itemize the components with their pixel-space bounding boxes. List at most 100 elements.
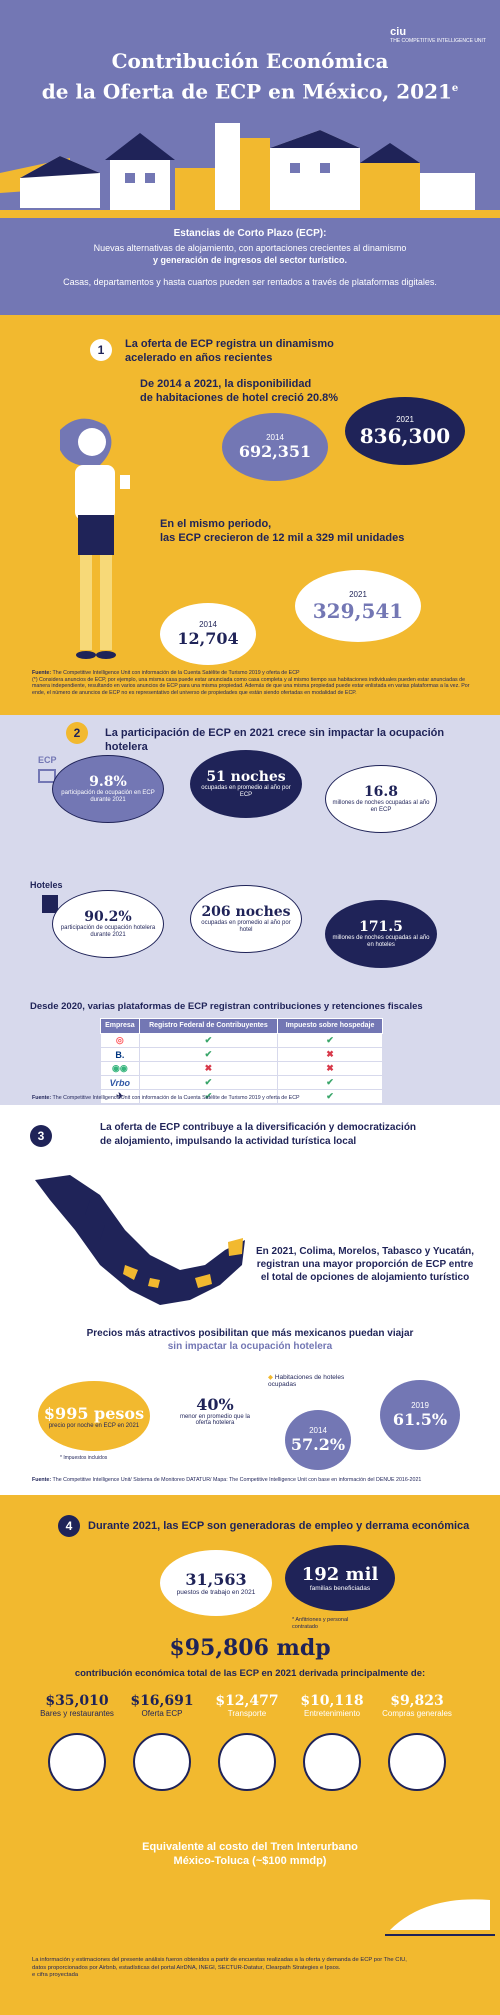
- building-icon: [42, 895, 58, 913]
- jobs-value: 31,563: [185, 1570, 247, 1589]
- woman-illustration: [60, 418, 130, 659]
- source-label: Fuente:: [32, 670, 52, 676]
- section-2: 2 La participación de ECP en 2021 crece …: [0, 715, 500, 1105]
- shopping-bag-icon: [388, 1733, 446, 1791]
- hotel-growth-text: De 2014 a 2021, la disponibilidad de hab…: [140, 377, 400, 405]
- col-empresa: Empresa: [100, 1018, 140, 1034]
- table-row: B. ✔ ✖: [100, 1047, 383, 1062]
- table-row: ◉◉ ✖ ✖: [100, 1061, 383, 1076]
- category-value: $35,010: [45, 1693, 109, 1709]
- section-title: La oferta de ECP contribuye a la diversi…: [100, 1121, 480, 1149]
- ecp-growth-line-1: En el mismo periodo,: [160, 518, 272, 530]
- year-label: 2021: [349, 589, 367, 599]
- category-1: $35,010 Bares y restaurantes: [32, 1693, 122, 1718]
- price-note: * Impuestos incluidos: [60, 1455, 108, 1461]
- year-label: 2014: [266, 433, 284, 442]
- families-pill: 192 mil familias beneficiadas: [285, 1545, 395, 1611]
- total-desc: contribución económica total de las ECP …: [74, 1668, 426, 1679]
- category-4: $10,118 Entretenimiento: [287, 1693, 377, 1718]
- footer-line-1: La información y estimaciones del presen…: [32, 1957, 407, 1963]
- imp-cell: ✔: [277, 1033, 383, 1048]
- category-value: $9,823: [390, 1693, 444, 1709]
- states-text: En 2021, Colima, Morelos, Tabasco y Yuca…: [250, 1245, 480, 1284]
- states-line-2: registran una mayor proporción de ECP en…: [256, 1259, 474, 1270]
- source-note: (*) Considera anuncios de ECP, por ejemp…: [32, 676, 470, 696]
- jobs-pill: 31,563 puestos de trabajo en 2021: [160, 1550, 272, 1616]
- category-value: $10,118: [300, 1693, 364, 1709]
- ecp-2014-value: 12,704: [177, 629, 239, 648]
- hotel-label: Hoteles: [30, 880, 63, 890]
- section-1-source: Fuente: The Competitive Intelligence Uni…: [32, 670, 472, 696]
- platforms-table: Empresa Registro Federal de Contribuyent…: [100, 1018, 383, 1104]
- ecp-stat-3: 16.8 millones de noches ocupadas al año …: [325, 765, 437, 833]
- occupancy-2019-value: 61.5%: [392, 1410, 448, 1429]
- table-row: Vrbo ✔ ✔: [100, 1075, 383, 1090]
- source-text: The Competitive Intelligence Unit con in…: [52, 1095, 300, 1101]
- section-number: 2: [66, 722, 88, 744]
- ecp-2021-value: 329,541: [312, 598, 404, 623]
- page-title: Contribución Económica de la Oferta de E…: [0, 48, 500, 106]
- col-impuesto: Impuesto sobre hospedaje: [277, 1018, 383, 1034]
- section-number: 1: [90, 339, 112, 361]
- stat-desc: participación de ocupación en ECP durant…: [61, 789, 155, 803]
- imp-cell: ✔: [277, 1075, 383, 1090]
- price-value: $995 pesos: [43, 1403, 145, 1423]
- jobs-desc: puestos de trabajo en 2021: [176, 1589, 256, 1596]
- families-desc: familias beneficiadas: [309, 1585, 371, 1592]
- section-title: La participación de ECP en 2021 crece si…: [105, 727, 445, 753]
- source-text: The Competitive Intelligence Unit con in…: [52, 670, 300, 676]
- hotel-stat-2: 206 noches ocupadas en promedio al año p…: [190, 885, 302, 953]
- stat-value: 9.8%: [89, 773, 127, 790]
- table-title: Desde 2020, varias plataformas de ECP re…: [30, 1001, 423, 1012]
- year-label: 2014: [199, 620, 217, 629]
- occupancy-2019-pill: 2019 61.5%: [380, 1380, 460, 1450]
- title-sup: e: [451, 83, 459, 94]
- imp-cell: ✖: [277, 1047, 383, 1062]
- section-1: 1 La oferta de ECP registra un dinamismo…: [0, 315, 500, 715]
- train-text: Equivalente al costo del Tren Interurban…: [60, 1840, 440, 1868]
- source-label: Fuente:: [32, 1477, 52, 1483]
- families-value: 192 mil: [301, 1564, 379, 1585]
- section-title: La oferta de ECP registra un dinamismo a…: [125, 337, 425, 365]
- restaurant-icon: [48, 1733, 106, 1791]
- hotel-2014-value: 692,351: [238, 442, 312, 461]
- hotel-growth-line-2: de habitaciones de hotel creció 20.8%: [140, 392, 339, 404]
- intro-heading: Estancias de Corto Plazo (ECP):: [173, 228, 327, 239]
- imp-cell: ✖: [277, 1061, 383, 1076]
- train-line-2: México-Toluca (~$100 mmdp): [173, 1855, 327, 1867]
- section-4: 4 Durante 2021, las ECP son generadoras …: [0, 1495, 500, 2015]
- hotel-2014-pill: 2014 692,351: [222, 413, 328, 481]
- prices-text: Precios más atractivos posibilitan que m…: [40, 1327, 460, 1353]
- hotel-2021-pill: 2021 836,300: [345, 397, 465, 465]
- rfc-cell: ✖: [138, 1061, 279, 1076]
- source-text: The Competitive Intelligence Unit/ Siste…: [52, 1477, 422, 1483]
- ecp-stat-2: 51 noches ocupadas en promedio al año po…: [190, 750, 302, 818]
- category-label: Entretenimiento: [303, 1709, 361, 1718]
- header-section: ciu THE COMPETITIVE INTELLIGENCE UNIT Co…: [0, 0, 500, 315]
- occupancy-2014-pill: 2014 57.2%: [285, 1410, 351, 1470]
- category-3: $12,477 Transporte: [202, 1693, 292, 1718]
- houses-illustration: [0, 123, 500, 218]
- ecp-growth-line-2: las ECP crecieron de 12 mil a 329 mil un…: [160, 532, 405, 544]
- col-rfc: Registro Federal de Contribuyentes: [138, 1018, 279, 1034]
- table-row: ◎ ✔ ✔: [100, 1033, 383, 1048]
- stat-value: 90.2%: [84, 908, 132, 925]
- stat-value: 16.8: [363, 783, 399, 800]
- category-value: $12,477: [215, 1693, 279, 1709]
- legend-text: Habitaciones de hoteles ocupadas: [268, 1374, 345, 1388]
- legend-marker-icon: ◆: [268, 1374, 273, 1381]
- states-line-1: En 2021, Colima, Morelos, Tabasco y Yuca…: [255, 1246, 475, 1257]
- rfc-cell: ✔: [138, 1089, 279, 1104]
- occupancy-2014-value: 57.2%: [290, 1435, 346, 1454]
- discount-text: 40% menor en promedio que la oferta hote…: [175, 1395, 255, 1426]
- intro-line-2: y generación de ingresos del sector turí…: [152, 255, 348, 265]
- states-line-3: el total de opciones de alojamiento turí…: [260, 1272, 470, 1283]
- title-line-2: de la Oferta de ECP en México, 2021: [41, 79, 452, 104]
- bus-icon: [218, 1733, 276, 1791]
- section-title-line-1: La oferta de ECP registra un dinamismo: [125, 338, 334, 350]
- prices-line-2: sin impactar la ocupación hotelera: [167, 1341, 333, 1352]
- section-number: 3: [30, 1125, 52, 1147]
- footer-line-2: datos proporcionados por Airbnb, estadís…: [32, 1964, 341, 1971]
- tripadvisor-logo: ◉◉: [100, 1061, 140, 1076]
- hotel-stat-1: 90.2% participación de ocupación hoteler…: [52, 890, 164, 958]
